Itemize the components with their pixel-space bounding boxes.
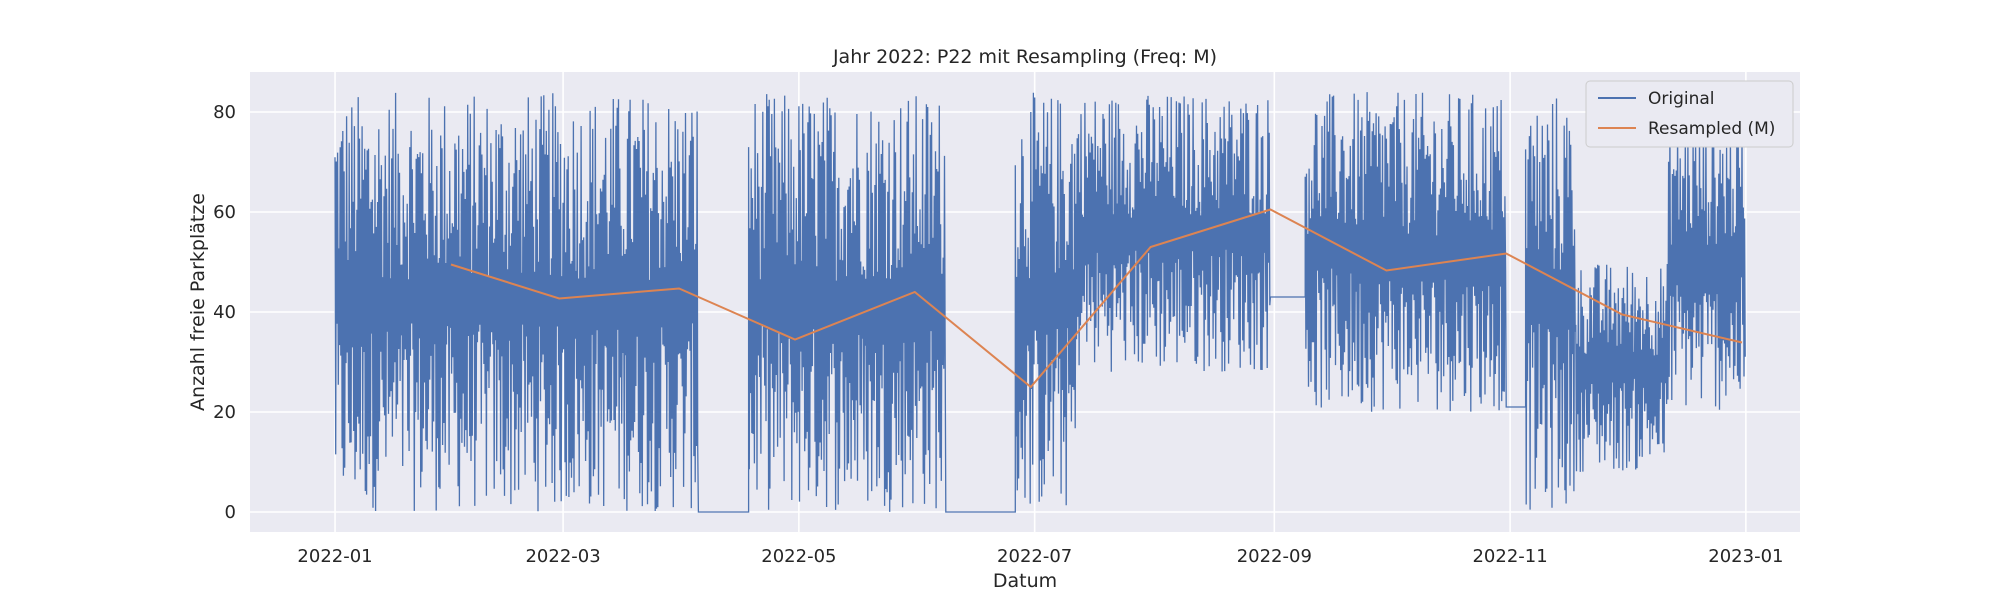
legend-label-original: Original [1648,89,1715,109]
legend-label-resampled: Resampled (M) [1648,119,1775,139]
y-axis-label: Anzahl freie Parkplätze [187,193,209,411]
x-axis-label: Datum [993,570,1057,592]
x-tick-label: 2022-11 [1472,546,1547,567]
x-tick-label: 2022-01 [297,546,372,567]
series-line-original [334,92,1746,513]
x-tick-label: 2022-03 [525,546,600,567]
tick-labels: 0 20 40 60 80 2022-01 2022-03 2022-05 2022-07 202… [213,102,1783,567]
x-tick-label: 2023-01 [1708,546,1783,567]
legend: Original Resampled (M) [1585,80,1794,148]
y-tick-label: 20 [213,402,236,423]
y-tick-label: 80 [213,102,236,123]
original-series [334,92,1746,513]
x-tick-label: 2022-07 [997,546,1072,567]
chart-title: Jahr 2022: P22 mit Resampling (Freq: M) [832,46,1217,68]
y-tick-label: 40 [213,302,236,323]
y-tick-label: 0 [225,502,236,523]
series-line-resampled [450,208,1743,389]
x-tick-label: 2022-09 [1237,546,1312,567]
y-tick-label: 60 [213,202,236,223]
legend-box [1585,80,1794,148]
resampled-series [450,208,1743,389]
x-tick-label: 2022-05 [761,546,836,567]
